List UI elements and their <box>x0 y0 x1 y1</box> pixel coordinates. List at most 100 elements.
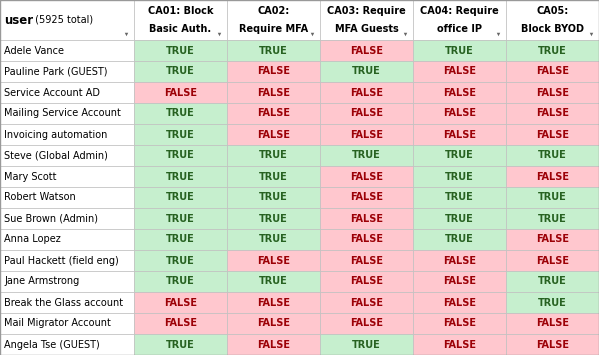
Bar <box>413 250 506 271</box>
Bar <box>506 229 599 250</box>
Bar <box>134 145 227 166</box>
Bar <box>320 124 413 145</box>
Bar <box>413 145 506 166</box>
Bar <box>506 61 599 82</box>
Text: FALSE: FALSE <box>350 130 383 140</box>
Bar <box>0 0 134 40</box>
Text: TRUE: TRUE <box>166 130 195 140</box>
Bar <box>506 103 599 124</box>
Text: TRUE: TRUE <box>166 171 195 181</box>
Text: FALSE: FALSE <box>257 318 290 328</box>
Bar <box>320 313 413 334</box>
Bar <box>134 229 227 250</box>
Bar <box>134 61 227 82</box>
Bar <box>320 229 413 250</box>
Bar <box>134 271 227 292</box>
Text: Adele Vance: Adele Vance <box>4 45 64 55</box>
Bar <box>134 292 227 313</box>
Text: FALSE: FALSE <box>536 235 569 245</box>
Text: TRUE: TRUE <box>445 151 474 160</box>
Text: TRUE: TRUE <box>166 192 195 202</box>
Text: FALSE: FALSE <box>536 318 569 328</box>
Text: TRUE: TRUE <box>259 192 288 202</box>
Text: Mary Scott: Mary Scott <box>4 171 56 181</box>
Text: TRUE: TRUE <box>538 213 567 224</box>
Bar <box>506 124 599 145</box>
Text: TRUE: TRUE <box>166 109 195 119</box>
Bar <box>227 103 320 124</box>
Text: FALSE: FALSE <box>443 130 476 140</box>
Bar <box>0 208 134 229</box>
Text: Break the Glass account: Break the Glass account <box>4 297 123 307</box>
Text: Paul Hackett (field eng): Paul Hackett (field eng) <box>4 256 119 266</box>
Text: FALSE: FALSE <box>443 297 476 307</box>
Bar <box>0 187 134 208</box>
Bar <box>227 61 320 82</box>
Text: Jane Armstrong: Jane Armstrong <box>4 277 79 286</box>
Text: TRUE: TRUE <box>352 151 381 160</box>
Bar <box>320 145 413 166</box>
Text: FALSE: FALSE <box>443 256 476 266</box>
Text: FALSE: FALSE <box>164 318 197 328</box>
Bar <box>320 166 413 187</box>
Text: TRUE: TRUE <box>166 277 195 286</box>
Bar <box>506 145 599 166</box>
Text: FALSE: FALSE <box>350 277 383 286</box>
Text: Anna Lopez: Anna Lopez <box>4 235 60 245</box>
Bar <box>320 271 413 292</box>
Text: FALSE: FALSE <box>443 66 476 76</box>
Text: FALSE: FALSE <box>257 87 290 98</box>
Bar <box>134 166 227 187</box>
Text: FALSE: FALSE <box>536 171 569 181</box>
Bar <box>227 271 320 292</box>
Bar <box>506 292 599 313</box>
Text: (5925 total): (5925 total) <box>32 15 93 25</box>
Text: Steve (Global Admin): Steve (Global Admin) <box>4 151 108 160</box>
Bar <box>506 313 599 334</box>
Bar <box>227 40 320 61</box>
Text: FALSE: FALSE <box>164 87 197 98</box>
Bar <box>227 250 320 271</box>
Bar <box>134 82 227 103</box>
Bar <box>0 271 134 292</box>
Bar <box>0 334 134 355</box>
Bar <box>506 208 599 229</box>
Text: TRUE: TRUE <box>352 66 381 76</box>
Bar <box>0 145 134 166</box>
Bar <box>134 0 227 40</box>
Text: TRUE: TRUE <box>445 192 474 202</box>
Text: TRUE: TRUE <box>445 45 474 55</box>
Bar <box>320 292 413 313</box>
Text: FALSE: FALSE <box>350 235 383 245</box>
Bar <box>506 187 599 208</box>
Text: Service Account AD: Service Account AD <box>4 87 100 98</box>
Text: TRUE: TRUE <box>166 151 195 160</box>
Text: Require MFA: Require MFA <box>239 24 308 34</box>
Bar <box>227 0 320 40</box>
Text: FALSE: FALSE <box>350 297 383 307</box>
Text: TRUE: TRUE <box>166 45 195 55</box>
Text: FALSE: FALSE <box>350 87 383 98</box>
Bar <box>320 334 413 355</box>
Text: FALSE: FALSE <box>443 277 476 286</box>
Bar <box>413 208 506 229</box>
Text: FALSE: FALSE <box>443 109 476 119</box>
Text: FALSE: FALSE <box>350 171 383 181</box>
Text: FALSE: FALSE <box>536 256 569 266</box>
Bar <box>413 334 506 355</box>
Text: Sue Brown (Admin): Sue Brown (Admin) <box>4 213 98 224</box>
Bar <box>413 229 506 250</box>
Bar <box>134 40 227 61</box>
Text: Mail Migrator Account: Mail Migrator Account <box>4 318 111 328</box>
Bar <box>227 208 320 229</box>
Bar <box>227 145 320 166</box>
Text: Pauline Park (GUEST): Pauline Park (GUEST) <box>4 66 107 76</box>
Bar <box>227 124 320 145</box>
Text: FALSE: FALSE <box>164 297 197 307</box>
Bar <box>320 40 413 61</box>
Bar <box>506 40 599 61</box>
Text: FALSE: FALSE <box>350 45 383 55</box>
Bar <box>413 40 506 61</box>
Text: FALSE: FALSE <box>257 130 290 140</box>
Bar <box>0 124 134 145</box>
